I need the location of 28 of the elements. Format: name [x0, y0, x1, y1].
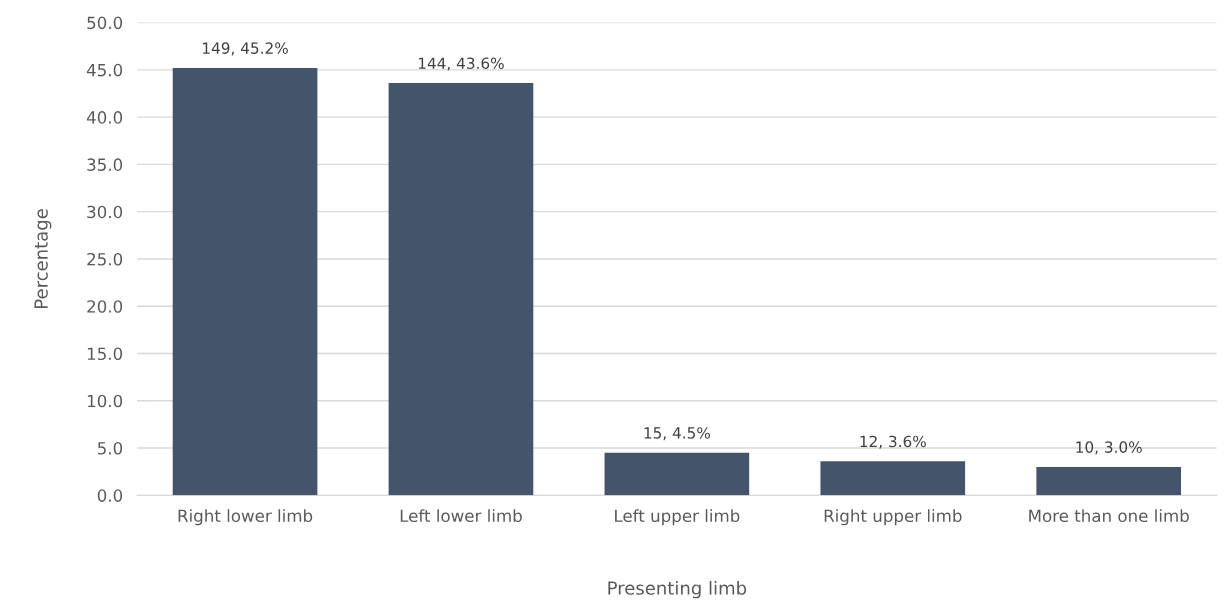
data-label: 12, 3.6%	[860, 435, 926, 449]
x-tick-label: Right upper limb	[824, 509, 962, 526]
y-tick-label: 35.0	[87, 158, 123, 171]
x-tick-label: More than one limb	[1029, 509, 1189, 523]
y-tick-label: 0.0	[97, 489, 123, 502]
y-tick-label: 10.0	[87, 394, 123, 408]
y-tick-label: 45.0	[86, 63, 123, 77]
data-label: 15, 4.5%	[644, 427, 711, 441]
y-tick-label: 50.0	[87, 16, 123, 30]
bar	[172, 67, 318, 496]
y-tick-label: 25.0	[87, 252, 123, 266]
x-tick-label: Left lower limb	[400, 509, 522, 523]
x-tick-label: Left upper limb	[615, 509, 740, 526]
x-tick-label: Right lower limb	[178, 509, 313, 526]
y-tick-label: 30.0	[87, 205, 123, 219]
bar	[1036, 466, 1182, 496]
data-label: 149, 45.2%	[203, 42, 288, 56]
x-axis-title: Presenting limb	[608, 580, 747, 599]
y-tick-label: 40.0	[86, 111, 123, 124]
y-tick-label: 20.0	[87, 300, 123, 313]
y-tick-label: 5.0	[97, 442, 123, 455]
bar	[388, 83, 534, 496]
data-label: 144, 43.6%	[418, 57, 504, 71]
data-label: 10, 3.0%	[1076, 441, 1142, 455]
y-tick-label: 15.0	[87, 347, 123, 361]
y-axis-title: Percentage	[34, 209, 52, 308]
bar	[820, 461, 966, 496]
bar	[604, 452, 750, 496]
